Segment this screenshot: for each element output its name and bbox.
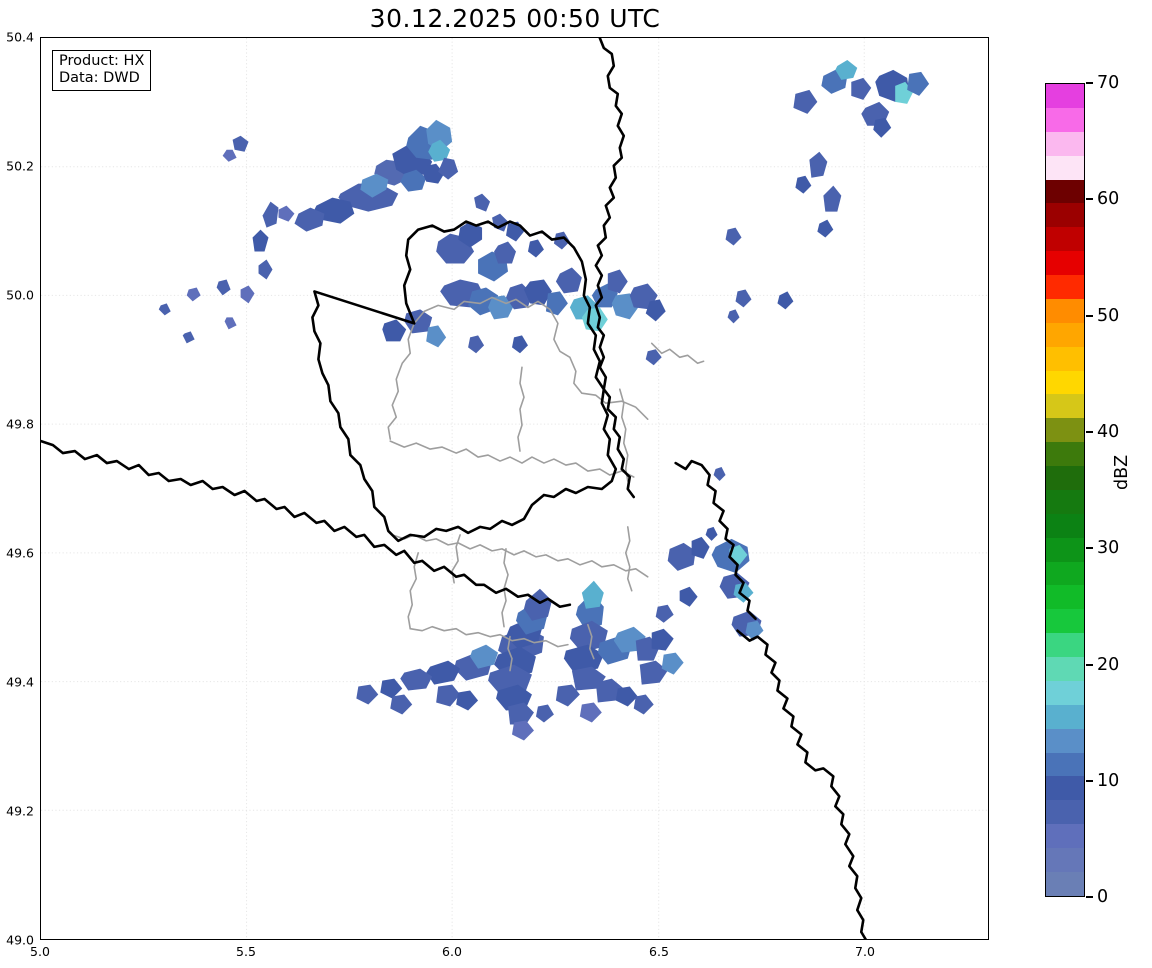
xtick-label: 5.0 — [30, 944, 50, 959]
ytick-label: 49.4 — [6, 674, 34, 690]
colorbar-band — [1046, 752, 1084, 777]
colorbar-band — [1046, 800, 1084, 825]
ytick-label: 50.4 — [6, 29, 34, 45]
colorbar-band — [1046, 131, 1084, 156]
admin-boundaries-layer — [387, 296, 705, 672]
colorbar-band — [1046, 394, 1084, 419]
colorbar-band — [1046, 776, 1084, 801]
colorbar-band — [1046, 179, 1084, 204]
colorbar-band — [1046, 346, 1084, 371]
colorbar-tick: 20 — [1086, 655, 1119, 675]
colorbar-band — [1046, 275, 1084, 299]
colorbar-band — [1046, 871, 1084, 896]
xtick-label: 7.0 — [855, 944, 875, 959]
colorbar-axis-label: dBZ — [1112, 454, 1132, 490]
colorbar-band — [1046, 466, 1084, 490]
colorbar-band — [1046, 227, 1084, 252]
colorbar-band — [1046, 203, 1084, 228]
colorbar-band — [1046, 370, 1084, 395]
colorbar-band — [1046, 155, 1084, 180]
echo-cluster-northeast — [725, 59, 930, 324]
ytick-label: 50.2 — [6, 158, 34, 174]
colorbar-band — [1046, 84, 1084, 108]
xtick-label: 6.0 — [442, 944, 462, 959]
xtick-label: 5.5 — [236, 944, 256, 959]
info-data-line: Data: DWD — [59, 70, 140, 87]
info-annotation-box: Product: HX Data: DWD — [52, 50, 152, 92]
colorbar-band — [1046, 298, 1084, 323]
colorbar-band — [1046, 633, 1084, 657]
echo-cluster-east — [655, 467, 764, 641]
echo-cluster-central — [382, 193, 666, 366]
colorbar-tick: 10 — [1086, 771, 1119, 791]
colorbar-band — [1046, 107, 1084, 132]
colorbar-band — [1046, 561, 1084, 586]
colorbar-band — [1046, 418, 1084, 443]
colorbar-band — [1046, 680, 1084, 705]
national-borders-layer — [311, 220, 618, 543]
international-border-layer — [41, 38, 867, 939]
colorbar-tick: 30 — [1086, 538, 1119, 558]
info-product-line: Product: HX — [59, 53, 145, 69]
echo-cluster-northwest — [158, 119, 459, 344]
colorbar-band — [1046, 728, 1084, 753]
colorbar-band — [1046, 657, 1084, 681]
radar-map-plot[interactable]: Product: HX Data: DWD .g { stroke:none; … — [40, 37, 989, 940]
colorbar-tick: 40 — [1086, 422, 1119, 442]
colorbar-band — [1046, 585, 1084, 610]
colorbar-band — [1046, 513, 1084, 538]
colorbar-band — [1046, 824, 1084, 848]
map-canvas: .g { stroke:none; } — [41, 38, 988, 939]
colorbar-band — [1046, 848, 1084, 872]
radar-echo-layer — [158, 59, 930, 741]
colorbar-band — [1046, 251, 1084, 275]
colorbar-band — [1046, 537, 1084, 562]
echo-cluster-south — [356, 580, 684, 741]
ytick-label: 49.0 — [6, 932, 34, 948]
colorbar — [1045, 83, 1085, 897]
colorbar-band — [1046, 322, 1084, 347]
colorbar-band — [1046, 442, 1084, 466]
gridlines — [41, 38, 988, 939]
colorbar-tick: 50 — [1086, 306, 1119, 326]
colorbar-band — [1046, 704, 1084, 729]
ytick-label: 49.2 — [6, 803, 34, 819]
colorbar-tick: 70 — [1086, 73, 1119, 93]
ytick-label: 49.8 — [6, 416, 34, 432]
colorbar-band — [1046, 609, 1084, 634]
page-title: 30.12.2025 00:50 UTC — [369, 4, 661, 33]
colorbar-tick: 0 — [1086, 887, 1108, 907]
ytick-label: 50.0 — [6, 287, 34, 303]
colorbar-tick: 60 — [1086, 189, 1119, 209]
colorbar-band — [1046, 489, 1084, 514]
ytick-label: 49.6 — [6, 545, 34, 561]
xtick-label: 6.5 — [649, 944, 669, 959]
